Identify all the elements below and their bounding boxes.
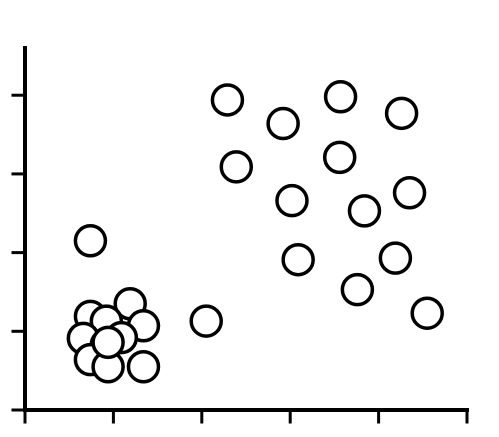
data-point — [210, 83, 245, 117]
data-point — [219, 150, 254, 184]
axes — [11, 46, 469, 424]
data-point — [73, 224, 108, 258]
data-point — [340, 272, 375, 307]
data-point — [347, 194, 382, 228]
data-points — [66, 80, 444, 384]
data-point — [275, 183, 309, 218]
data-point — [378, 241, 413, 275]
data-point — [126, 349, 161, 384]
data-point — [322, 140, 357, 175]
data-point — [410, 296, 444, 330]
data-point — [266, 106, 300, 141]
data-point — [384, 96, 419, 131]
data-point — [323, 80, 358, 114]
data-point — [91, 325, 125, 360]
data-point — [281, 242, 315, 277]
data-point — [189, 304, 223, 338]
data-point — [392, 176, 427, 210]
